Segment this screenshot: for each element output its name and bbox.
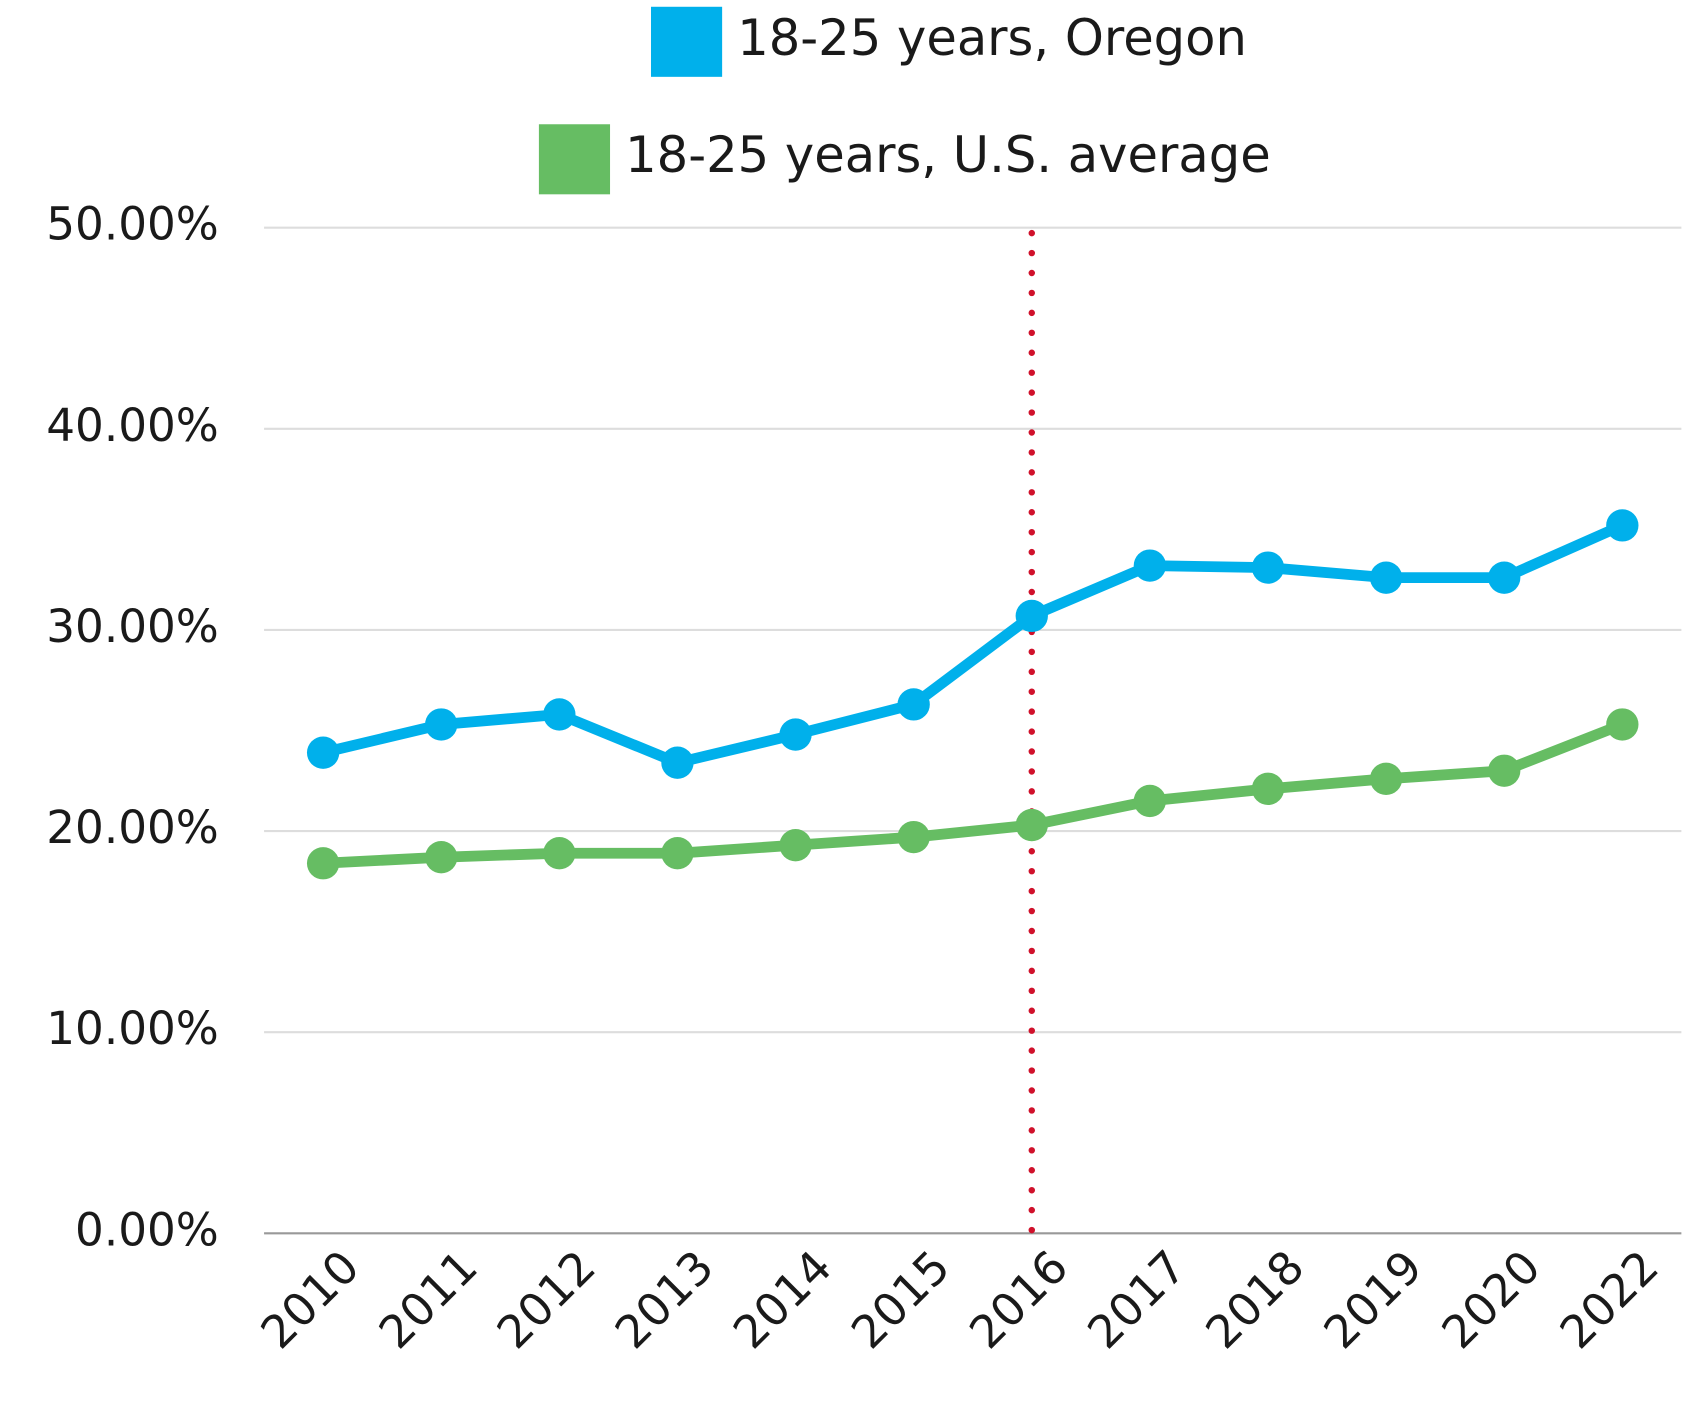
x-tick-label: 2015 (841, 1240, 960, 1359)
y-tick-label: 50.00% (46, 198, 219, 251)
data-point (1251, 772, 1285, 806)
data-point (1369, 762, 1403, 795)
data-point (1015, 599, 1048, 633)
series-line (321, 520, 1625, 769)
x-tick-label: 2018 (1196, 1240, 1315, 1359)
x-tick-label: 2012 (487, 1240, 606, 1359)
data-point (306, 847, 340, 880)
x-tick-label: 2013 (605, 1240, 724, 1359)
data-point (425, 841, 458, 874)
y-tick-label: 0.00% (75, 1203, 219, 1256)
legend-swatch (538, 124, 611, 195)
x-tick-label: 2017 (1077, 1240, 1196, 1359)
x-tick-label: 2016 (959, 1240, 1078, 1359)
data-point (897, 688, 930, 721)
data-point (425, 708, 458, 741)
x-tick-label: 2011 (369, 1240, 488, 1359)
data-point (661, 837, 694, 870)
data-point (1015, 808, 1048, 842)
data-point (1133, 784, 1167, 818)
data-point (543, 837, 576, 870)
data-point (306, 736, 340, 769)
y-tick-label: 30.00% (46, 600, 219, 653)
data-point (1488, 561, 1521, 594)
x-tick-label: 2022 (1550, 1240, 1669, 1359)
data-point (779, 718, 812, 751)
x-tick-label: 2010 (251, 1240, 370, 1359)
data-point (1133, 549, 1167, 582)
data-point (779, 828, 812, 862)
data-point (661, 746, 694, 779)
x-tick-label: 2019 (1314, 1240, 1433, 1359)
data-point (1606, 509, 1639, 542)
data-point (543, 698, 576, 731)
y-tick-label: 10.00% (46, 1002, 219, 1055)
series-line (322, 719, 1625, 869)
data-point (1606, 708, 1639, 741)
data-point (1251, 551, 1285, 584)
x-tick-label: 2020 (1432, 1240, 1551, 1359)
data-point (1369, 561, 1403, 594)
y-tick-label: 20.00% (46, 801, 219, 854)
data-point (1488, 754, 1521, 787)
data-point (897, 820, 930, 854)
y-tick-label: 40.00% (46, 399, 219, 452)
x-tick-label: 2014 (723, 1240, 842, 1359)
legend-swatch (650, 6, 723, 77)
legend-label: 18-25 years, U.S. average (625, 126, 1271, 184)
legend-label: 18-25 years, Oregon (737, 9, 1247, 67)
